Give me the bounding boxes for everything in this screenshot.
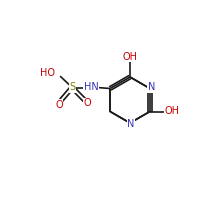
Text: O: O bbox=[55, 99, 63, 110]
Text: OH: OH bbox=[164, 106, 179, 116]
Text: HN: HN bbox=[84, 82, 98, 92]
Text: OH: OH bbox=[122, 52, 138, 62]
Text: O: O bbox=[83, 98, 91, 108]
Text: N: N bbox=[148, 82, 155, 92]
Text: HO: HO bbox=[40, 68, 55, 78]
Text: N: N bbox=[127, 119, 135, 129]
Text: S: S bbox=[69, 82, 75, 92]
